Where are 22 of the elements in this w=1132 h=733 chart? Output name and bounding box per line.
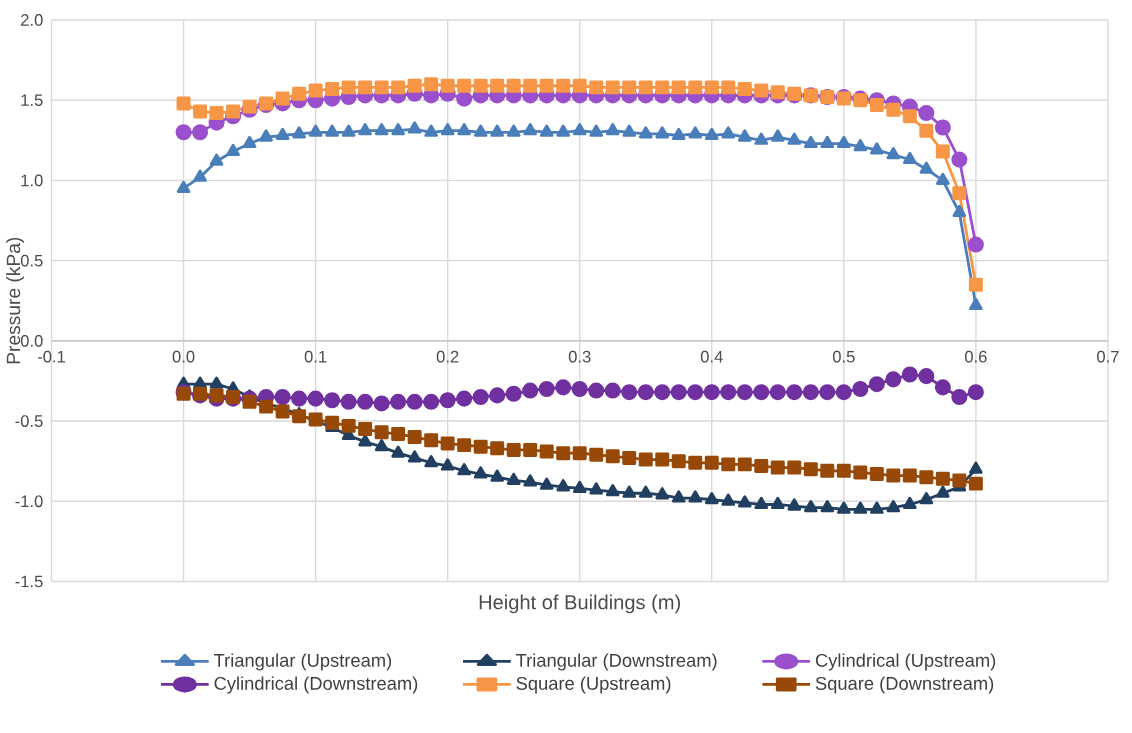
legend-label: Square (Upstream): [516, 676, 671, 694]
x-tick-label: 0.1: [304, 351, 327, 363]
x-tick-label: 0.6: [964, 351, 987, 363]
x-axis-title: Height of Buildings (m): [479, 594, 681, 614]
legend-label: Triangular (Downstream): [516, 653, 717, 671]
x-tick-label: 0.7: [1097, 351, 1119, 363]
x-tick-label: -0.1: [37, 351, 65, 363]
x-tick-label: 0.0: [172, 351, 195, 363]
x-tick-label: 0.4: [700, 351, 723, 363]
x-tick-label: 0.2: [436, 351, 459, 363]
x-tick-label: 0.3: [568, 351, 591, 363]
legend-label: Triangular (Upstream): [213, 653, 392, 671]
y-tick-label: 2.0: [21, 14, 43, 27]
legend-label: Cylindrical (Downstream): [214, 676, 418, 694]
y-tick-label: -0.5: [15, 415, 43, 428]
y-tick-label: 1.5: [21, 94, 43, 107]
y-tick-label: -1.0: [15, 495, 43, 508]
legend-label: Square (Downstream): [815, 676, 994, 694]
y-tick-label: -1.5: [15, 575, 43, 588]
x-tick-label: 0.5: [832, 351, 855, 363]
legend-label: Cylindrical (Upstream): [815, 653, 996, 671]
y-tick-label: 1.0: [21, 174, 43, 187]
